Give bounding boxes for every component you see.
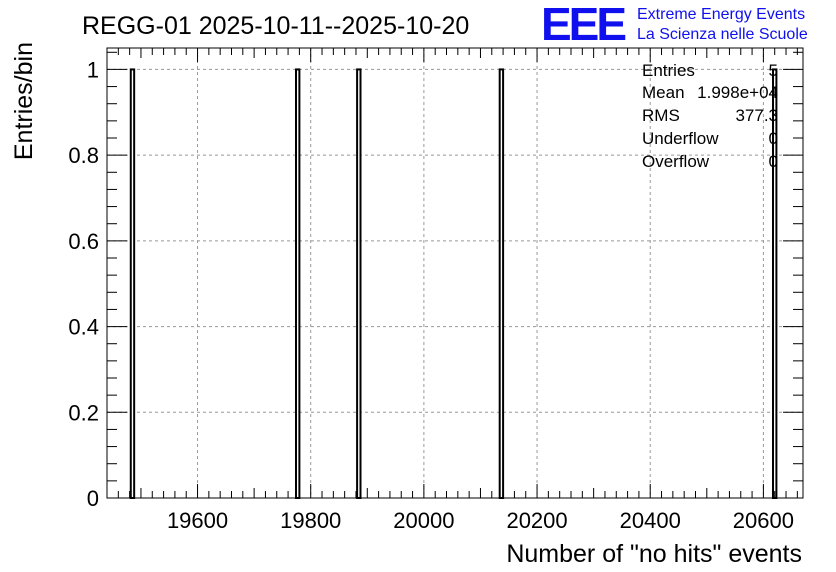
stats-box: Entries 5 Mean 1.998e+04 RMS 377.3 Under… bbox=[642, 61, 778, 171]
x-axis: 19600 19800 20000 20200 20400 20600 bbox=[117, 48, 798, 533]
y-axis: 0 0.2 0.4 0.6 0.8 1 bbox=[68, 51, 803, 511]
y-tick-label: 0.4 bbox=[68, 315, 99, 340]
plot-frame bbox=[106, 47, 804, 499]
eee-logo-line1: Extreme Energy Events bbox=[637, 6, 805, 23]
eee-logo: EEE Extreme Energy Events La Scienza nel… bbox=[541, 0, 808, 50]
eee-logo-line2: La Scienza nelle Scuole bbox=[637, 26, 808, 43]
stats-rms-label: RMS bbox=[642, 106, 680, 125]
x-tick-label: 20000 bbox=[393, 508, 454, 533]
y-tick-label: 1 bbox=[87, 57, 99, 82]
x-tick-label: 20400 bbox=[620, 508, 681, 533]
y-tick-label: 0 bbox=[87, 486, 99, 511]
stats-mean-value: 1.998e+04 bbox=[697, 83, 778, 102]
y-tick-label: 0.6 bbox=[68, 229, 99, 254]
stats-rms-value: 377.3 bbox=[735, 106, 778, 125]
stats-underflow-label: Underflow bbox=[642, 129, 719, 148]
stats-overflow-value: 0 bbox=[769, 152, 778, 171]
stats-overflow-label: Overflow bbox=[642, 152, 710, 171]
stats-mean-label: Mean bbox=[642, 83, 685, 102]
stats-underflow-value: 0 bbox=[769, 129, 778, 148]
eee-logo-mark: EEE bbox=[541, 0, 625, 50]
histogram-bin bbox=[129, 68, 136, 500]
x-tick-label: 20600 bbox=[733, 508, 794, 533]
stats-entries-value: 5 bbox=[769, 61, 778, 80]
chart-title: REGG-01 2025-10-11--2025-10-20 bbox=[82, 12, 469, 40]
x-tick-label: 20200 bbox=[506, 508, 567, 533]
x-tick-label: 19800 bbox=[280, 508, 341, 533]
x-axis-label: Number of "no hits" events bbox=[506, 540, 802, 568]
histogram-bin bbox=[356, 68, 362, 500]
y-axis-label: Entries/bin bbox=[10, 42, 38, 160]
y-tick-label: 0.8 bbox=[68, 143, 99, 168]
histogram-bin bbox=[498, 68, 505, 500]
histogram-bin bbox=[294, 68, 301, 500]
x-tick-label: 19600 bbox=[167, 508, 228, 533]
stats-entries-label: Entries bbox=[642, 61, 695, 80]
y-tick-label: 0.2 bbox=[68, 400, 99, 425]
grid bbox=[107, 48, 803, 498]
